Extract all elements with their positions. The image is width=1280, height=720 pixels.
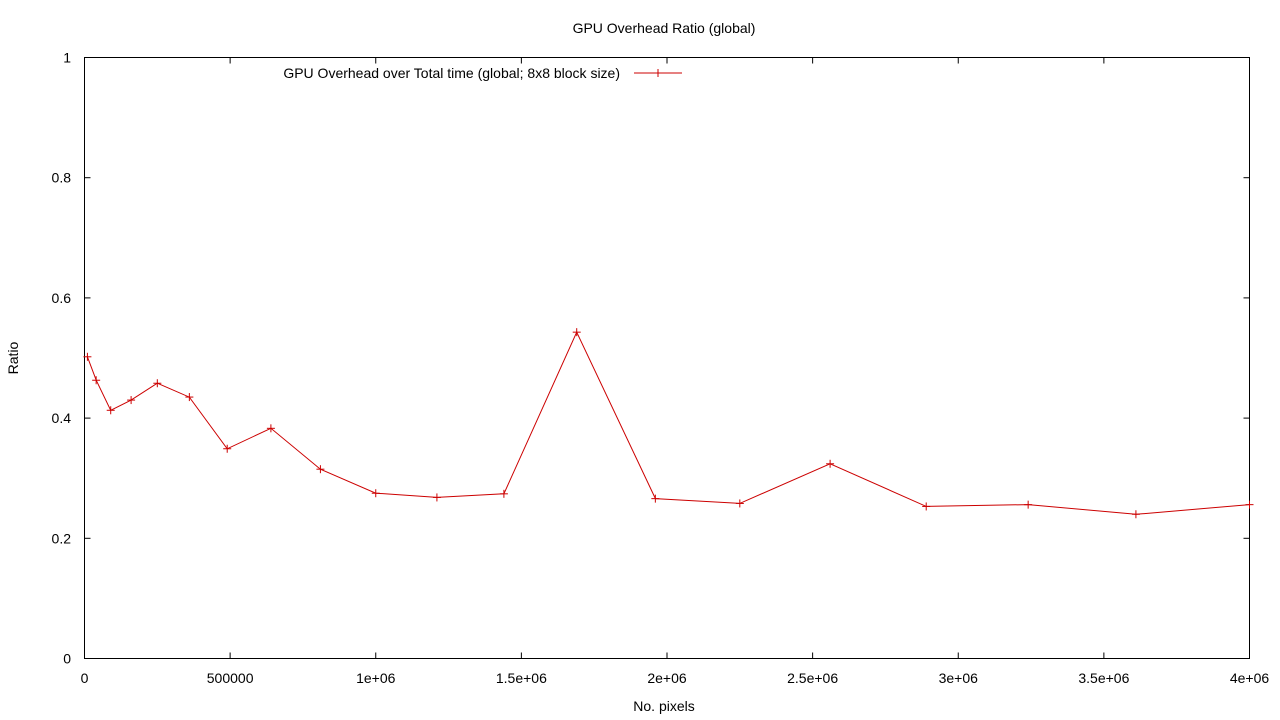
data-point-marker <box>922 502 931 511</box>
plot-frame <box>84 57 1250 659</box>
data-point-marker <box>1245 500 1254 509</box>
data-point-marker <box>185 393 194 402</box>
data-point-marker <box>735 499 744 508</box>
y-tick-label: 0.6 <box>52 290 72 306</box>
series-layer <box>83 328 1254 519</box>
data-point-marker <box>266 424 275 433</box>
data-point-marker <box>92 376 101 385</box>
data-point-marker <box>651 494 660 503</box>
data-point-marker <box>432 493 441 502</box>
data-point-marker <box>1131 510 1140 519</box>
x-tick-label: 0 <box>81 670 89 686</box>
y-tick-label: 1 <box>63 50 71 66</box>
data-point-marker <box>223 444 232 453</box>
legend-marker <box>654 69 662 77</box>
data-point-marker <box>371 489 380 498</box>
chart-title: GPU Overhead Ratio (global) <box>573 20 756 36</box>
y-axis-label: Ratio <box>5 341 21 374</box>
y-tick-label: 0.2 <box>52 530 72 546</box>
data-point-marker <box>106 406 115 415</box>
x-tick-label: 1.5e+06 <box>496 670 547 686</box>
x-tick-label: 2.5e+06 <box>787 670 838 686</box>
y-tick-label: 0.4 <box>52 410 72 426</box>
data-point-marker <box>316 465 325 474</box>
series-line <box>86 331 1250 515</box>
x-tick-label: 4e+06 <box>1230 670 1270 686</box>
data-point-marker <box>572 328 581 337</box>
data-point-marker <box>1024 500 1033 509</box>
y-tick-label: 0.8 <box>52 170 72 186</box>
data-point-marker <box>83 352 92 361</box>
x-tick-label: 2e+06 <box>647 670 687 686</box>
y-axis-ticks: 0 0.2 0.4 0.6 0.8 1 <box>52 50 1250 667</box>
x-tick-label: 500000 <box>207 670 254 686</box>
data-point-marker <box>153 379 162 388</box>
legend-label: GPU Overhead over Total time (global; 8x… <box>283 65 620 81</box>
x-tick-label: 1e+06 <box>356 670 396 686</box>
x-axis-label: No. pixels <box>633 698 694 714</box>
x-axis-ticks: 0 500000 1e+06 1.5e+06 2e+06 2.5e+06 3e+06 3.5e… <box>81 57 1270 686</box>
x-tick-label: 3e+06 <box>939 670 979 686</box>
data-point-marker <box>127 396 136 405</box>
y-tick-label: 0 <box>63 651 71 667</box>
legend: GPU Overhead over Total time (global; 8x… <box>283 65 682 81</box>
data-point-marker <box>499 489 508 498</box>
data-point-marker <box>826 459 835 468</box>
x-tick-label: 3.5e+06 <box>1078 670 1129 686</box>
